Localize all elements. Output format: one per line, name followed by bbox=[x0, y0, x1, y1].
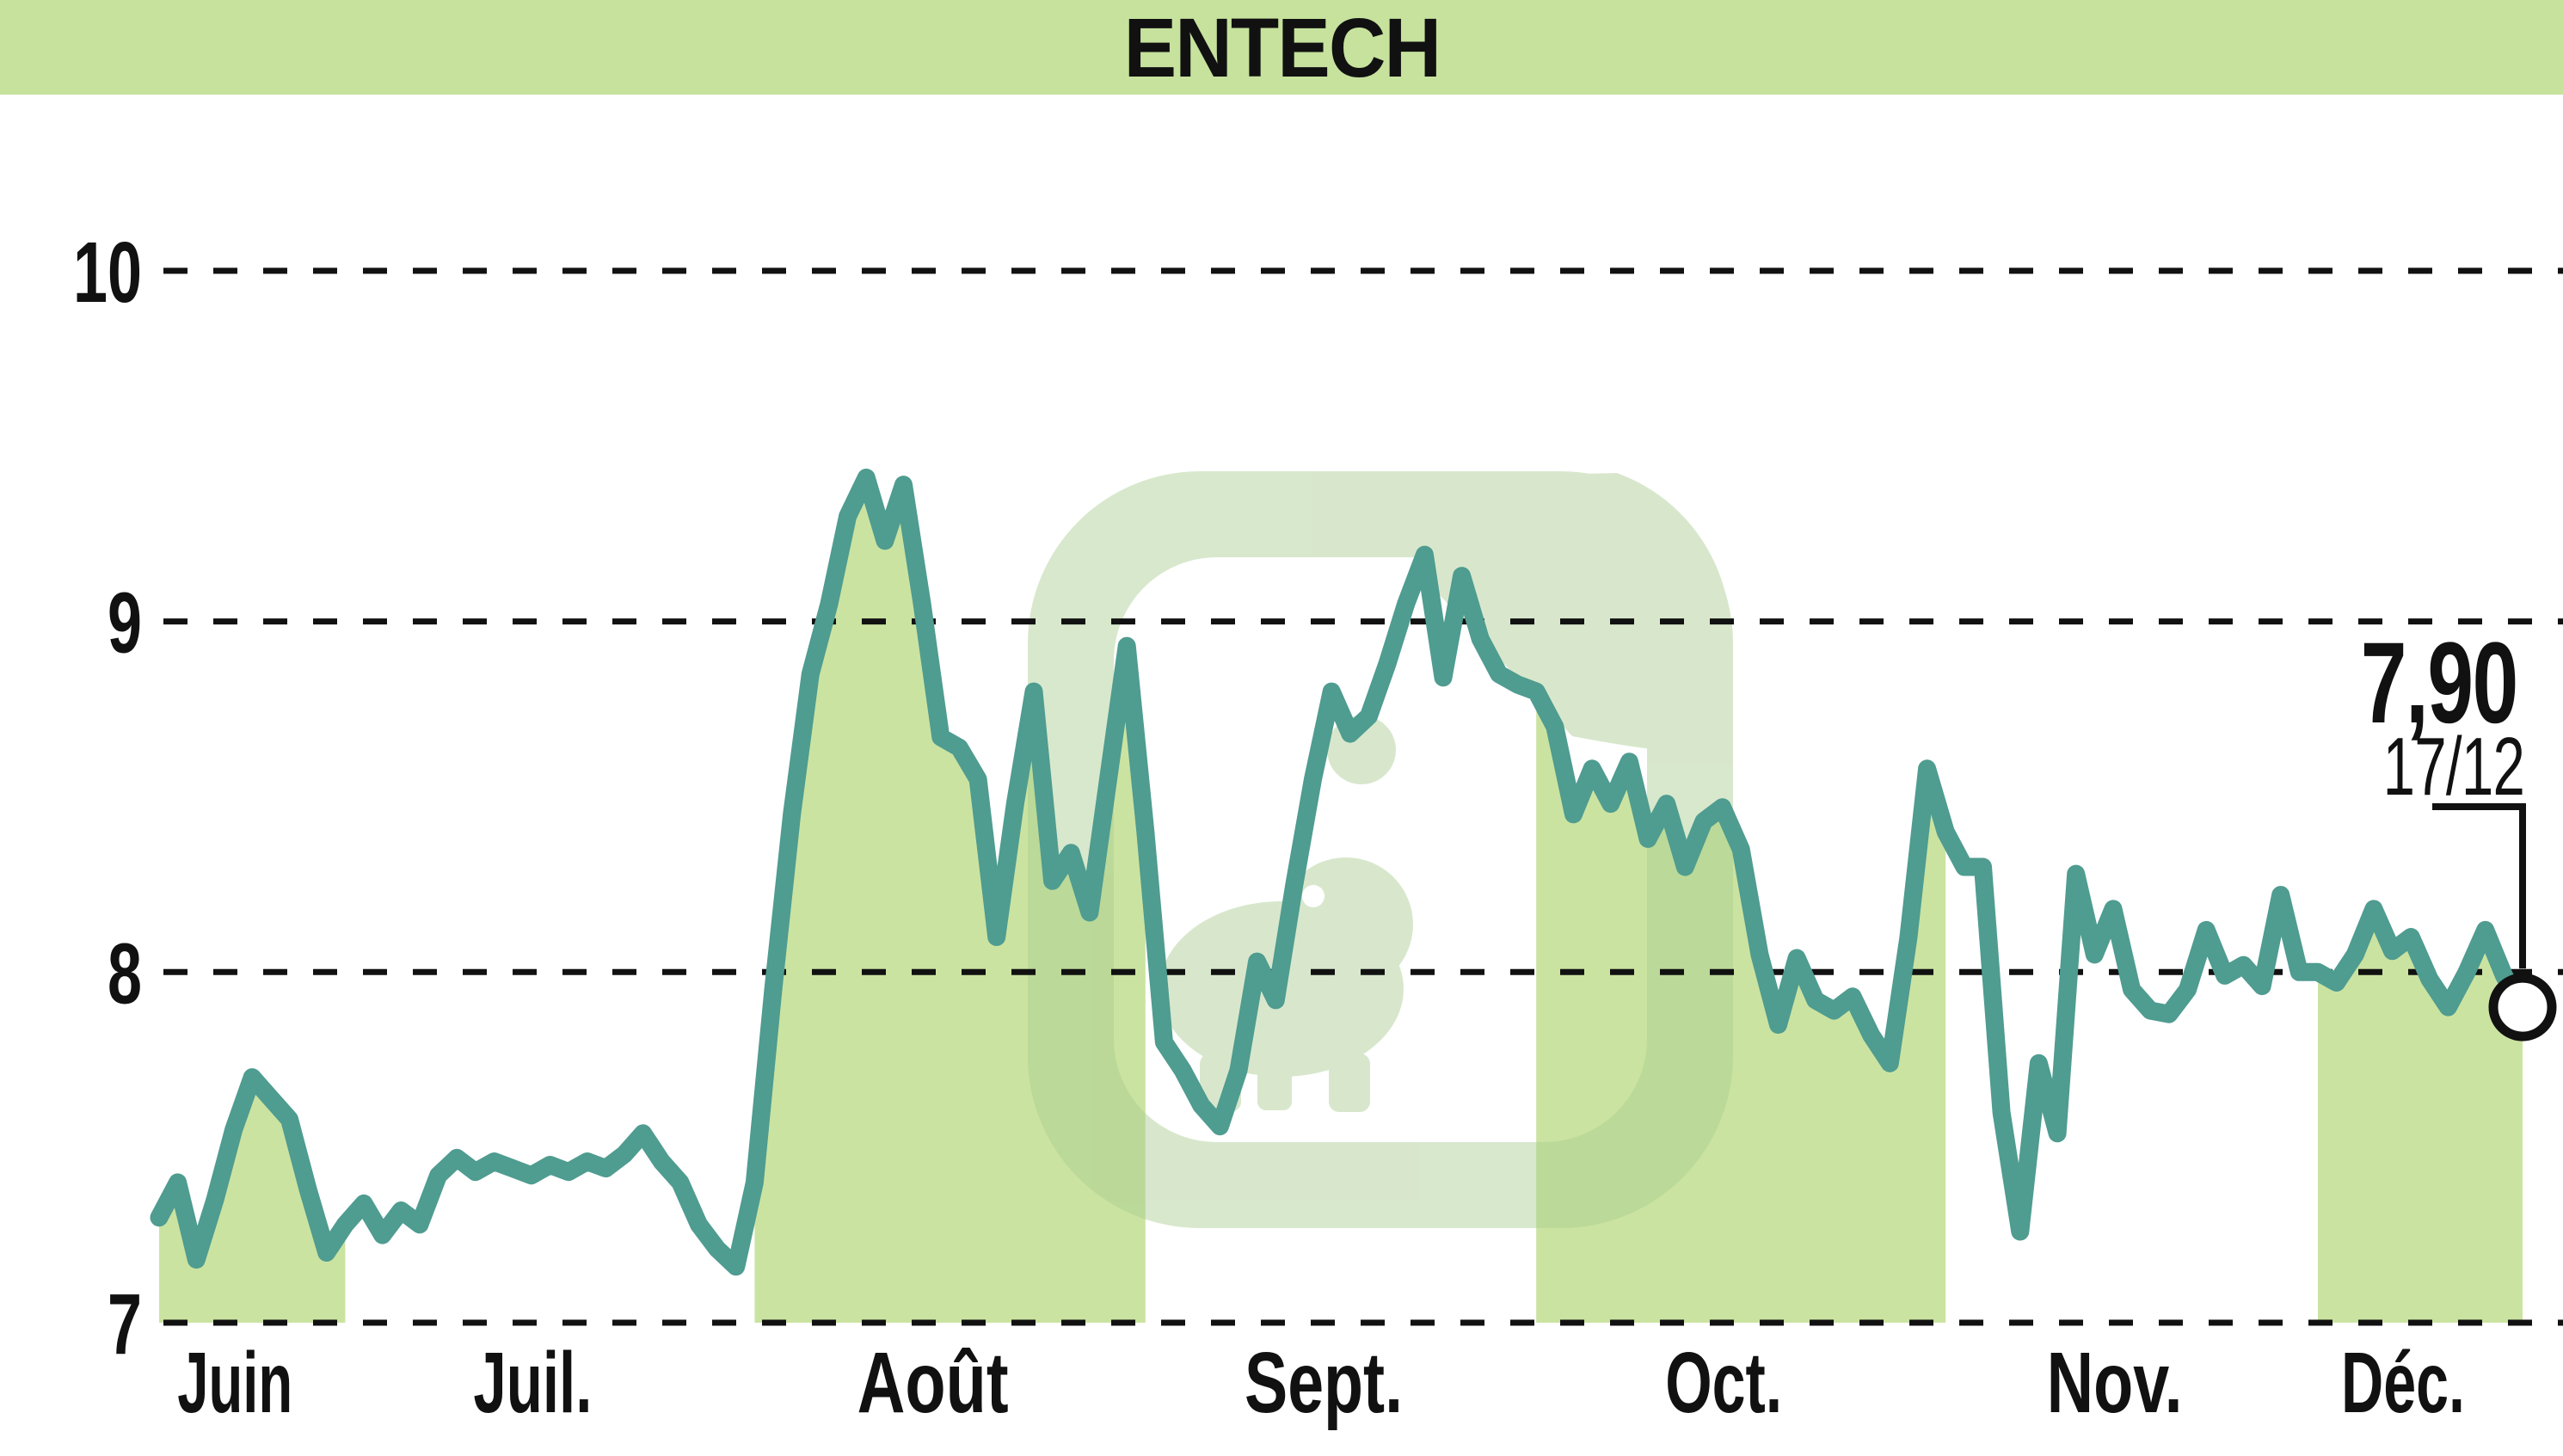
last-price-label: 7,90 bbox=[2360, 619, 2518, 747]
x-axis-label-Sept.: Sept. bbox=[1245, 1335, 1403, 1431]
y-tick-label-9: 9 bbox=[108, 575, 142, 672]
gridlines-and-yaxis: 7 8 9 10 bbox=[73, 224, 2563, 1373]
y-tick-label-7: 7 bbox=[108, 1276, 142, 1373]
y-tick-label-10: 10 bbox=[73, 224, 142, 321]
area-fill-Oct. bbox=[1536, 691, 1946, 1323]
area-fill-Juin bbox=[159, 1077, 346, 1323]
x-axis-label-Oct.: Oct. bbox=[1665, 1335, 1782, 1431]
last-price-annotation bbox=[2432, 803, 2557, 1041]
area-fill-Août bbox=[754, 477, 1146, 1323]
watermark-bull-logo bbox=[1028, 471, 1733, 1228]
price-line bbox=[150, 468, 2532, 1276]
callout-line bbox=[2432, 803, 2526, 969]
x-axis-label-Juil.: Juil. bbox=[473, 1335, 592, 1431]
last-date-label: 17/12 bbox=[2382, 721, 2524, 813]
y-tick-label-8: 8 bbox=[108, 925, 142, 1022]
x-axis-label-Nov.: Nov. bbox=[2047, 1335, 2183, 1431]
title-band: ENTECH bbox=[0, 0, 2563, 95]
price-curve bbox=[150, 468, 2532, 1276]
last-price-marker bbox=[2488, 973, 2557, 1041]
area-fills bbox=[159, 477, 2523, 1323]
x-axis-label-Juin: Juin bbox=[177, 1335, 292, 1431]
page-title: ENTECH bbox=[1123, 0, 1441, 95]
area-fill-Déc. bbox=[2317, 908, 2523, 1323]
x-axis-label-Août: Août bbox=[857, 1335, 1009, 1431]
x-axis-label-Déc.: Déc. bbox=[2341, 1335, 2465, 1431]
x-axis-labels: Juin Juil. Août Sept. Oct. Nov. Déc. bbox=[177, 1335, 2465, 1431]
